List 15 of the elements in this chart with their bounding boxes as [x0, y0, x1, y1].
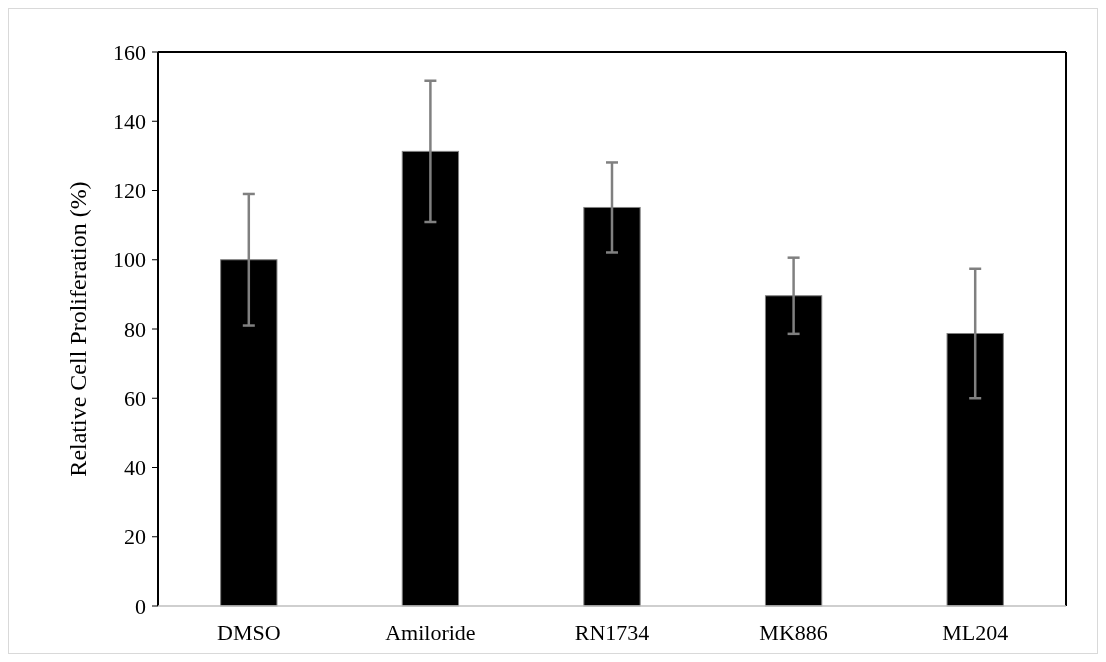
y-tick-label: 60 — [124, 385, 146, 411]
x-tick-label: MK886 — [759, 620, 828, 645]
y-tick-label: 140 — [113, 108, 146, 134]
x-tick-label: RN1734 — [574, 620, 650, 645]
y-tick-label: 40 — [124, 455, 146, 481]
y-tick-label: 160 — [113, 39, 146, 65]
x-tick-label: Amiloride — [385, 620, 476, 645]
x-tick-label: DMSO — [217, 620, 281, 645]
y-axis-title: Relative Cell Proliferation (%) — [65, 181, 91, 477]
x-tick-label: ML204 — [942, 620, 1009, 645]
y-tick-label: 80 — [124, 316, 146, 342]
y-tick-label: 20 — [124, 524, 146, 550]
y-tick-label: 100 — [113, 247, 146, 273]
y-tick-label: 120 — [113, 178, 146, 204]
y-tick-label: 0 — [135, 593, 146, 619]
